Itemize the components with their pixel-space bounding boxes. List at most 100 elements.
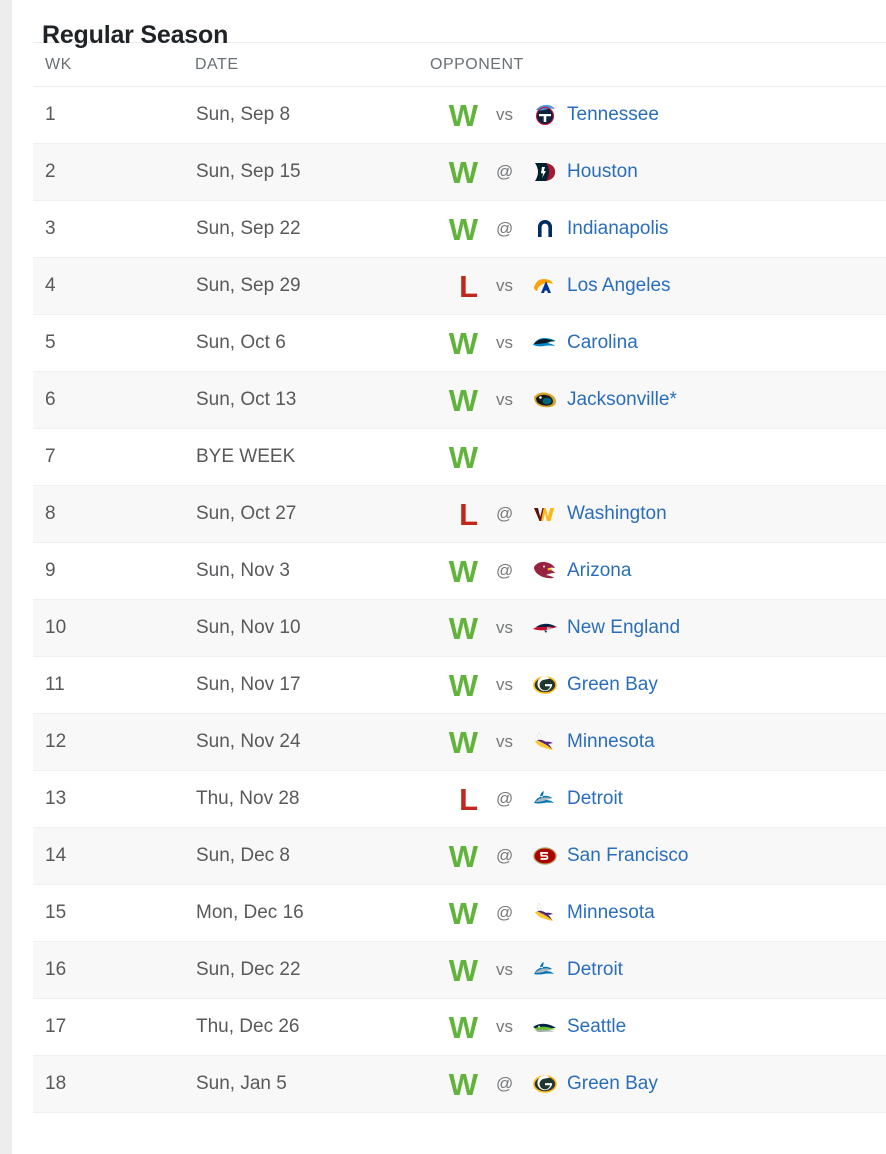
commanders-logo	[530, 499, 560, 529]
colts-logo	[530, 214, 560, 244]
game-date: Thu, Dec 26	[195, 998, 430, 1056]
opponent-cell: W @ Houston	[430, 143, 886, 201]
venue-indicator: vs	[496, 960, 513, 979]
schedule-card: Regular Season WK DATE OPPONENT 1 Sun, Se…	[12, 0, 886, 1154]
game-date: Sun, Dec 8	[195, 827, 430, 885]
opponent-cell: L @ Detroit	[430, 770, 886, 828]
opponent-team-link[interactable]: Detroit	[567, 959, 623, 980]
column-header-date: DATE	[195, 42, 430, 87]
opponent-team-link[interactable]: Jacksonville	[567, 389, 670, 410]
opponent-team-link[interactable]: San Francisco	[567, 845, 689, 866]
opponent-team-link[interactable]: Seattle	[567, 1016, 627, 1037]
table-row[interactable]: 18 Sun, Jan 5 W @ Green Bay	[33, 1055, 886, 1113]
opponent-cell: W @ Minnesota	[430, 884, 886, 942]
vikings-logo	[530, 727, 560, 757]
week-number: 18	[33, 1055, 195, 1113]
venue-indicator: @	[496, 561, 514, 580]
venue-indicator: @	[496, 789, 514, 808]
opponent-team-link[interactable]: Green Bay	[567, 1073, 658, 1094]
week-number: 5	[33, 314, 195, 372]
game-result-badge: W	[448, 667, 478, 703]
game-result-badge: W	[448, 610, 478, 646]
table-row[interactable]: 15 Mon, Dec 16 W @ Minnesota	[33, 884, 886, 942]
opponent-team-link[interactable]: Minnesota	[567, 902, 655, 923]
opponent-team-link[interactable]: Green Bay	[567, 674, 658, 695]
week-number: 15	[33, 884, 195, 942]
opponent-cell: W	[430, 428, 886, 486]
week-number: 8	[33, 485, 195, 543]
week-number: 9	[33, 542, 195, 600]
week-number: 4	[33, 257, 195, 315]
opponent-cell: W @ Green Bay	[430, 1055, 886, 1113]
venue-indicator: vs	[496, 390, 513, 409]
venue-indicator: vs	[496, 618, 513, 637]
game-result-badge: W	[448, 382, 478, 418]
opponent-cell: L @ Washington	[430, 485, 886, 543]
page-title: Regular Season	[42, 21, 229, 49]
game-date: Sun, Oct 27	[195, 485, 430, 543]
game-result-badge: W	[448, 211, 478, 247]
table-row[interactable]: 8 Sun, Oct 27 L @ Washington	[33, 485, 886, 543]
packers-logo	[530, 1069, 560, 1099]
game-result-badge: W	[448, 97, 478, 133]
lions-logo	[530, 784, 560, 814]
opponent-cell: W @ Indianapolis	[430, 200, 886, 258]
game-date: Sun, Sep 22	[195, 200, 430, 258]
game-date: Sun, Oct 6	[195, 314, 430, 372]
column-header-week: WK	[33, 42, 195, 87]
week-number: 11	[33, 656, 195, 714]
week-number: 7	[33, 428, 195, 486]
venue-indicator: @	[496, 846, 514, 865]
opponent-team-link[interactable]: Indianapolis	[567, 218, 669, 239]
opponent-team-link[interactable]: Houston	[567, 161, 638, 182]
game-date: Sun, Sep 8	[195, 86, 430, 144]
game-date: Sun, Dec 22	[195, 941, 430, 999]
table-row[interactable]: 2 Sun, Sep 15 W @ Houston	[33, 143, 886, 201]
opponent-team-link[interactable]: New England	[567, 617, 681, 638]
opponent-cell: W @ Arizona	[430, 542, 886, 600]
venue-indicator: @	[496, 162, 514, 181]
game-date: Sun, Jan 5	[195, 1055, 430, 1113]
game-result-badge: W	[448, 895, 478, 931]
opponent-team-link[interactable]: Arizona	[567, 560, 632, 581]
table-row[interactable]: 14 Sun, Dec 8 W @ San Francisco	[33, 827, 886, 885]
game-result-badge: W	[448, 724, 478, 760]
week-number: 6	[33, 371, 195, 429]
opponent-team-link[interactable]: Minnesota	[567, 731, 655, 752]
game-result-badge: W	[448, 154, 478, 190]
table-row[interactable]: 13 Thu, Nov 28 L @ Detroit	[33, 770, 886, 828]
venue-indicator: vs	[496, 675, 513, 694]
opponent-team-link[interactable]: Washington	[567, 503, 667, 524]
table-row[interactable]: 7 BYE WEEK W	[33, 428, 886, 486]
table-header-row: WK DATE OPPONENT	[33, 42, 886, 87]
week-number: 3	[33, 200, 195, 258]
week-number: 12	[33, 713, 195, 771]
game-date: Thu, Nov 28	[195, 770, 430, 828]
opponent-team-link[interactable]: Detroit	[567, 788, 623, 809]
game-date: Sun, Nov 10	[195, 599, 430, 657]
49ers-logo	[530, 841, 560, 871]
venue-indicator: vs	[496, 105, 513, 124]
game-result-badge: W	[448, 952, 478, 988]
opponent-team-link[interactable]: Tennessee	[567, 104, 659, 125]
table-row[interactable]: 9 Sun, Nov 3 W @ Arizona	[33, 542, 886, 600]
venue-indicator: @	[496, 903, 514, 922]
panthers-logo	[530, 328, 560, 358]
game-result-badge: L	[459, 781, 478, 817]
opponent-team-link[interactable]: Los Angeles	[567, 275, 671, 296]
opponent-team-link[interactable]: Carolina	[567, 332, 638, 353]
table-row[interactable]: 3 Sun, Sep 22 W @ Indianapolis	[33, 200, 886, 258]
